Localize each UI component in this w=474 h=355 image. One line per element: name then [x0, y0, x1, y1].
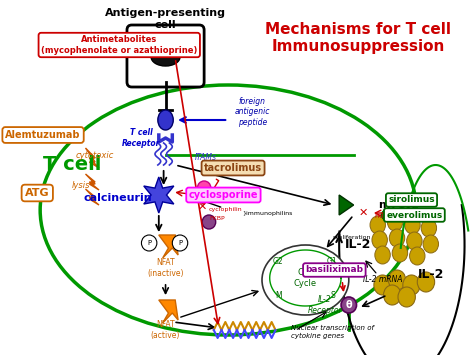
Circle shape [197, 181, 211, 195]
Text: proliferation: proliferation [332, 235, 371, 240]
Text: cyclosporine: cyclosporine [189, 190, 258, 200]
Polygon shape [85, 174, 99, 190]
Text: lysis: lysis [72, 180, 91, 190]
Text: ITAMs: ITAMs [194, 153, 217, 163]
Polygon shape [159, 300, 178, 323]
Text: FKBP: FKBP [209, 215, 225, 220]
Ellipse shape [423, 235, 438, 253]
Text: NFAT
(active): NFAT (active) [151, 320, 180, 340]
Circle shape [382, 210, 391, 220]
Ellipse shape [383, 285, 401, 305]
Text: G1: G1 [327, 257, 337, 267]
Text: IL-2
Receptor: IL-2 Receptor [307, 295, 342, 315]
Text: ✕: ✕ [198, 202, 207, 212]
Text: cytotoxic: cytotoxic [76, 151, 114, 159]
Text: everolimus: everolimus [386, 211, 443, 219]
Text: T cell: T cell [43, 155, 101, 175]
Polygon shape [85, 189, 99, 205]
Text: P: P [147, 240, 151, 246]
Text: P: P [178, 240, 182, 246]
Text: }immunophilins: }immunophilins [243, 212, 293, 217]
Polygon shape [144, 177, 174, 213]
Text: Alemtuzumab: Alemtuzumab [5, 130, 81, 140]
Circle shape [173, 235, 188, 251]
Ellipse shape [374, 275, 391, 295]
Ellipse shape [158, 110, 173, 130]
Text: Antimetabolites
(mycophenolate or azathioprine): Antimetabolites (mycophenolate or azathi… [41, 35, 198, 55]
Ellipse shape [370, 216, 385, 234]
Text: calcineurin: calcineurin [83, 193, 152, 203]
Text: IL-2: IL-2 [418, 268, 444, 282]
Text: Nuclear transcription of
cytokine genes: Nuclear transcription of cytokine genes [291, 326, 374, 339]
Ellipse shape [405, 216, 420, 234]
Text: Mechanisms for T cell
Immunosuppression: Mechanisms for T cell Immunosuppression [265, 22, 451, 54]
Text: M: M [275, 290, 282, 300]
Ellipse shape [417, 272, 435, 292]
Text: ✕: ✕ [359, 208, 368, 218]
Polygon shape [339, 195, 354, 215]
Text: T cell
Receptor: T cell Receptor [122, 128, 161, 148]
Ellipse shape [403, 275, 420, 295]
Ellipse shape [262, 245, 349, 315]
Text: sirolimus: sirolimus [388, 196, 435, 204]
Text: ATG: ATG [25, 188, 50, 198]
Text: Cell
Cycle: Cell Cycle [294, 268, 317, 288]
Ellipse shape [375, 246, 390, 264]
Text: NFAT
(inactive): NFAT (inactive) [147, 258, 184, 278]
Text: IL-2: IL-2 [345, 239, 372, 251]
Ellipse shape [410, 247, 425, 265]
Circle shape [341, 297, 356, 313]
Text: basiliximab: basiliximab [305, 266, 364, 274]
Polygon shape [159, 235, 178, 258]
Ellipse shape [372, 231, 387, 249]
Ellipse shape [388, 270, 406, 290]
Polygon shape [85, 148, 99, 168]
Text: θ: θ [346, 300, 352, 310]
Ellipse shape [392, 244, 408, 262]
Text: Antigen-presenting
cell: Antigen-presenting cell [105, 8, 226, 29]
Ellipse shape [398, 287, 415, 307]
Text: S: S [330, 290, 335, 300]
Text: foreign
antigenic
peptide: foreign antigenic peptide [235, 97, 270, 127]
Text: mTOR: mTOR [378, 200, 415, 210]
Text: IL-2 mRNA: IL-2 mRNA [363, 275, 402, 284]
Ellipse shape [151, 48, 180, 66]
Ellipse shape [407, 232, 422, 250]
Ellipse shape [387, 213, 403, 231]
Text: FKBP: FKBP [375, 214, 391, 219]
Ellipse shape [421, 219, 437, 237]
FancyBboxPatch shape [127, 25, 204, 87]
Text: cyclophilin: cyclophilin [209, 208, 243, 213]
Text: tacrolimus: tacrolimus [204, 163, 262, 173]
Text: G2: G2 [273, 257, 284, 267]
Circle shape [141, 235, 157, 251]
Circle shape [202, 215, 216, 229]
Ellipse shape [389, 229, 405, 247]
